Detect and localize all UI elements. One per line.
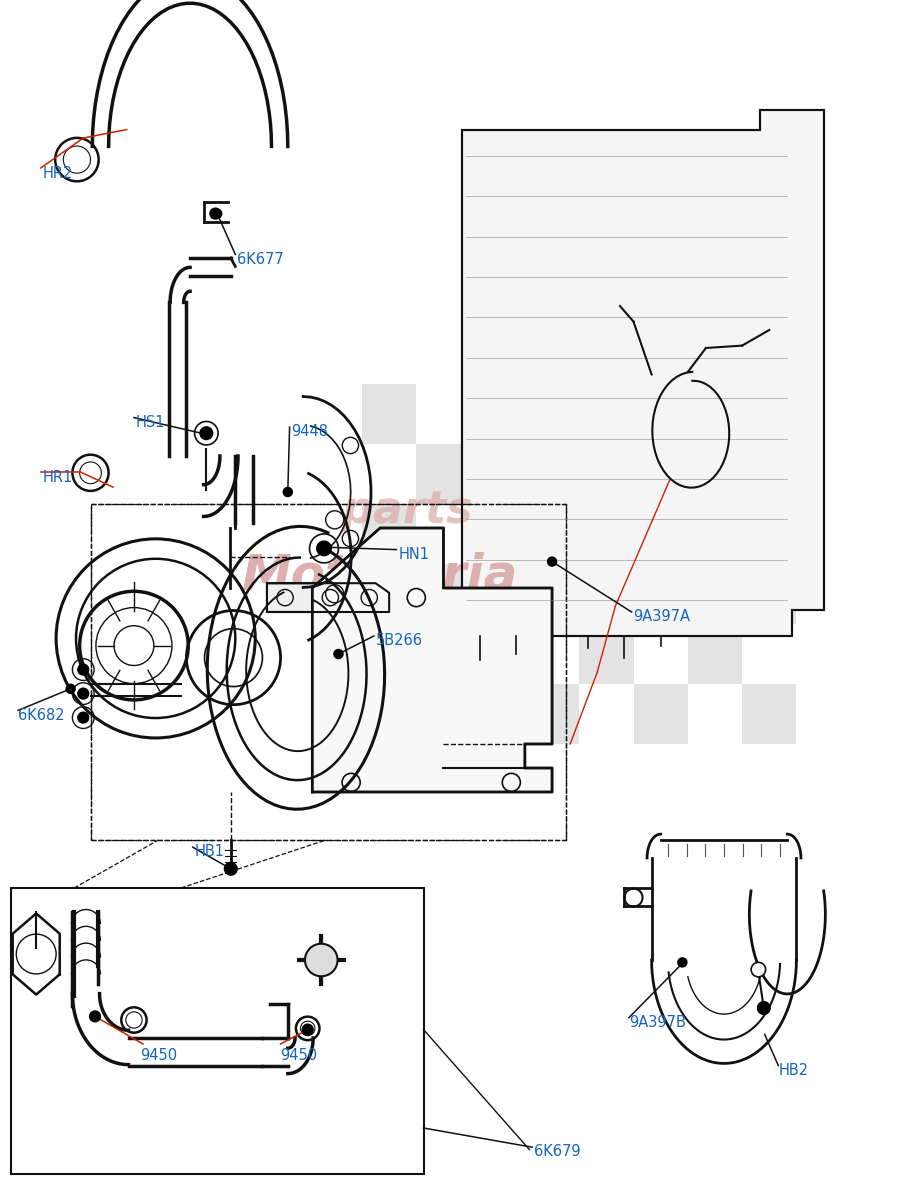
Text: 9448: 9448	[291, 425, 329, 439]
Bar	[471, 504, 525, 564]
Circle shape	[213, 209, 222, 218]
Circle shape	[334, 649, 343, 659]
Bar	[742, 564, 796, 624]
Bar	[362, 384, 416, 444]
Circle shape	[548, 557, 557, 566]
Circle shape	[678, 958, 687, 967]
Bar	[634, 684, 688, 744]
Circle shape	[226, 864, 235, 874]
Text: 9A397B: 9A397B	[629, 1015, 686, 1030]
Bar	[579, 624, 634, 684]
Bar	[471, 384, 525, 444]
Bar	[416, 444, 471, 504]
Circle shape	[78, 688, 89, 700]
Circle shape	[321, 542, 330, 552]
Circle shape	[302, 1024, 313, 1036]
Text: parts: parts	[341, 488, 473, 532]
Bar	[742, 684, 796, 744]
Text: HB2: HB2	[778, 1063, 808, 1078]
Circle shape	[90, 1010, 100, 1022]
Text: HR1: HR1	[43, 470, 72, 485]
Circle shape	[224, 863, 237, 875]
Bar	[579, 384, 634, 444]
Bar	[525, 684, 579, 744]
Text: 9A397A: 9A397A	[634, 610, 691, 624]
Circle shape	[210, 208, 221, 220]
Text: 5B266: 5B266	[376, 634, 423, 648]
Bar	[416, 684, 471, 744]
Bar	[471, 624, 525, 684]
Circle shape	[200, 427, 213, 439]
Bar	[688, 504, 742, 564]
Bar	[362, 504, 416, 564]
Bar	[742, 444, 796, 504]
Bar	[525, 444, 579, 504]
Text: HR2: HR2	[43, 167, 73, 181]
Text: 9450: 9450	[139, 1049, 177, 1063]
Bar	[688, 624, 742, 684]
Circle shape	[78, 712, 89, 724]
Bar	[11, 888, 424, 1174]
Text: HB1: HB1	[195, 845, 224, 859]
Bar	[579, 504, 634, 564]
Text: 6K679: 6K679	[534, 1145, 581, 1159]
Circle shape	[283, 487, 292, 497]
Text: Motoreria: Motoreria	[242, 552, 519, 600]
Circle shape	[66, 684, 75, 694]
Text: HS1: HS1	[136, 415, 166, 430]
Bar	[688, 384, 742, 444]
Circle shape	[757, 1002, 770, 1014]
Text: 6K677: 6K677	[237, 252, 284, 266]
Bar	[362, 624, 416, 684]
Circle shape	[78, 664, 89, 676]
Circle shape	[317, 541, 331, 556]
Circle shape	[751, 962, 766, 977]
Circle shape	[202, 430, 211, 439]
Polygon shape	[267, 583, 389, 612]
Circle shape	[305, 943, 338, 977]
Text: 6K682: 6K682	[18, 708, 65, 722]
Text: 9450: 9450	[281, 1049, 318, 1063]
Bar	[634, 564, 688, 624]
Bar	[525, 564, 579, 624]
Text: HN1: HN1	[398, 547, 429, 562]
Bar	[416, 564, 471, 624]
Polygon shape	[457, 110, 824, 636]
Bar	[634, 444, 688, 504]
Polygon shape	[312, 528, 552, 792]
